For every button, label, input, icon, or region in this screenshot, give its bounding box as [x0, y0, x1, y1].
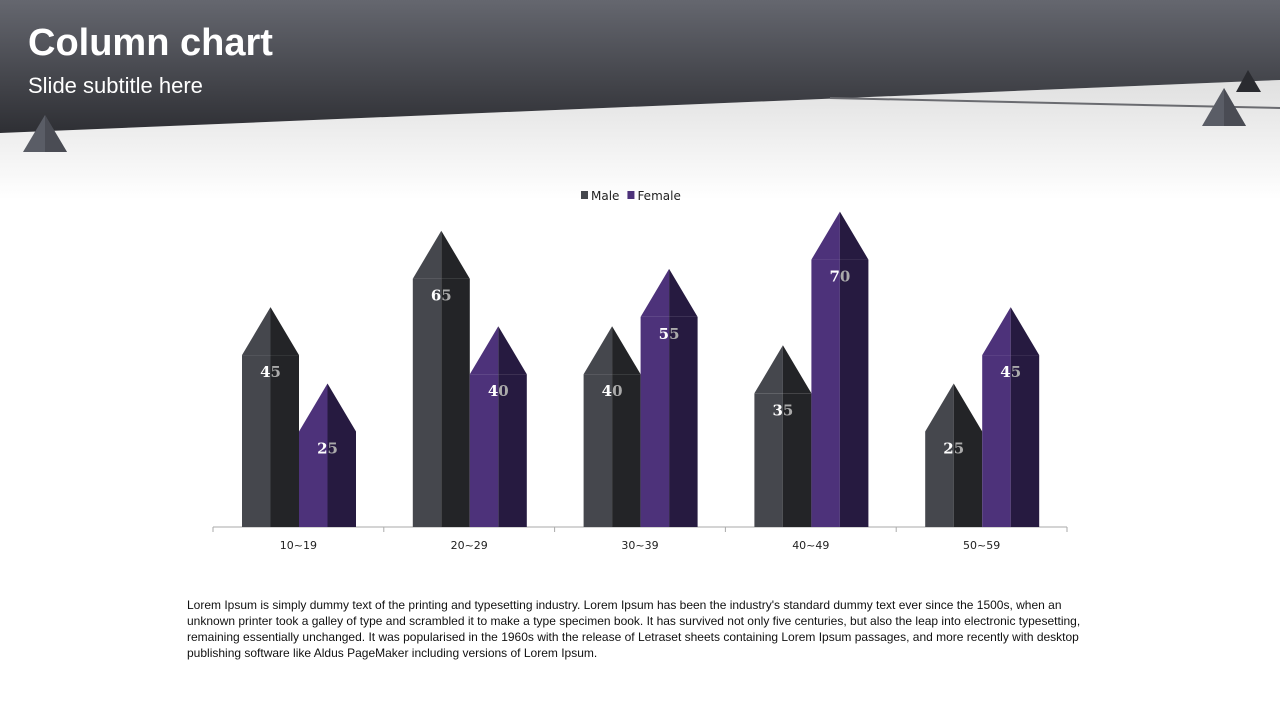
bar-cap-shade	[498, 326, 527, 375]
bar-shade	[782, 393, 812, 527]
bar-cap-shade	[612, 326, 641, 375]
bar-shade	[612, 374, 641, 527]
bar-female	[811, 259, 840, 527]
bar-cap	[640, 268, 670, 317]
legend-swatch	[581, 191, 588, 199]
data-label: 65	[431, 287, 452, 305]
bar-cap-shade	[441, 230, 470, 279]
data-label: 45	[1000, 363, 1021, 381]
bar-shade	[270, 355, 299, 527]
bar-cap	[754, 345, 783, 394]
x-tick-label: 30~39	[621, 539, 658, 552]
bar-cap-shade	[953, 383, 983, 432]
x-tick-label: 20~29	[451, 539, 488, 552]
body-text: Lorem Ipsum is simply dummy text of the …	[187, 598, 1081, 660]
data-label: 70	[829, 268, 850, 286]
bar-cap-shade	[669, 268, 698, 317]
data-label: 35	[772, 401, 793, 419]
data-label: 25	[317, 440, 338, 458]
data-label: 45	[260, 363, 281, 381]
bar-cap-shade	[270, 307, 299, 356]
bar-male	[754, 393, 783, 527]
legend-label: Female	[637, 189, 680, 203]
bar-male	[583, 374, 613, 527]
bar-female	[982, 355, 1011, 527]
bar-shade	[839, 259, 869, 527]
legend-swatch	[627, 191, 635, 199]
bar-female	[640, 316, 670, 527]
slide-title: Column chart	[28, 22, 273, 64]
bar-cap	[925, 383, 954, 432]
legend-label: Male	[591, 189, 619, 203]
x-tick-label: 50~59	[963, 539, 1000, 552]
column-chart: 10~19 45 25 20~29 65 40 30~39 40 55 40~49 35 70 50~5…	[212, 189, 1068, 552]
bar-shade	[498, 374, 527, 527]
bar-shade	[669, 316, 698, 527]
bar-shade	[953, 431, 983, 527]
header-band	[0, 0, 1280, 133]
data-label: 25	[943, 440, 964, 458]
bar-cap	[982, 307, 1011, 356]
bar-cap-shade	[839, 211, 869, 260]
bar-cap-shade	[1010, 307, 1040, 356]
bar-male	[412, 278, 442, 527]
data-label: 55	[659, 325, 680, 343]
bar-cap	[811, 211, 840, 260]
bar-cap	[299, 383, 328, 432]
triangle-icon	[1236, 70, 1261, 92]
header-decoration	[0, 0, 1280, 200]
bar-male	[242, 355, 271, 527]
slide-subtitle: Slide subtitle here	[28, 73, 203, 98]
bar-shade	[327, 431, 356, 527]
x-tick-label: 10~19	[280, 539, 317, 552]
bar-cap	[242, 307, 271, 356]
bar-cap-shade	[327, 383, 356, 432]
bar-female	[299, 431, 328, 527]
bar-male	[925, 431, 954, 527]
bar-shade	[441, 278, 470, 527]
divider-line	[829, 97, 1280, 109]
bar-shade	[1010, 355, 1040, 527]
bar-cap	[469, 326, 499, 375]
data-label: 40	[602, 382, 623, 400]
data-label: 40	[488, 382, 509, 400]
bar-cap	[583, 326, 613, 375]
bar-female	[469, 374, 499, 527]
x-tick-label: 40~49	[792, 539, 829, 552]
bar-cap	[412, 230, 442, 279]
bar-cap-shade	[782, 345, 812, 394]
